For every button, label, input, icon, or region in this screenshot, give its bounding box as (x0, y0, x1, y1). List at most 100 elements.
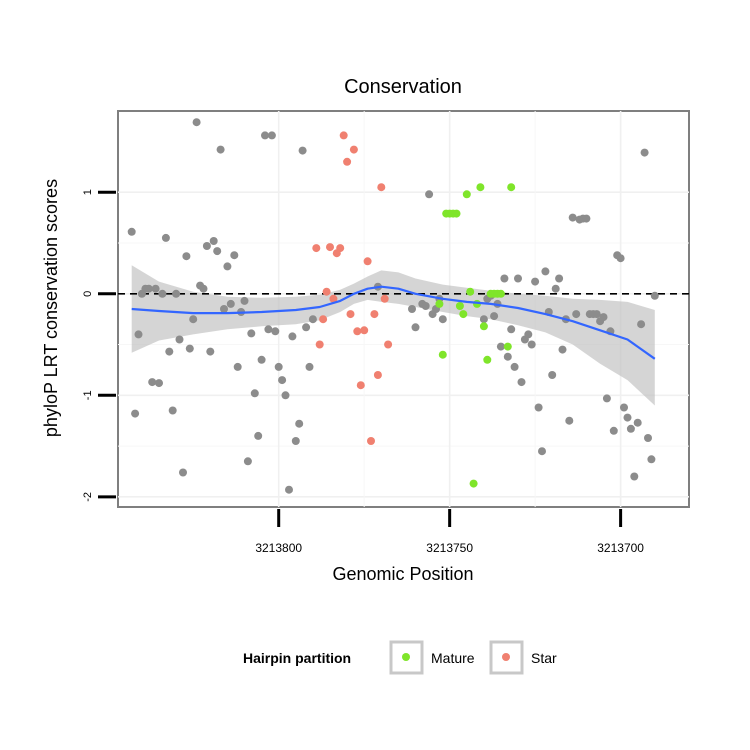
data-point-other (633, 418, 642, 427)
data-point-other (637, 320, 646, 329)
data-point-other (288, 332, 297, 341)
data-point-mature (496, 289, 505, 298)
data-point-mature (462, 190, 471, 199)
x-axis-label: Genomic Position (332, 564, 473, 584)
x-tick-label: 3213800 (255, 541, 302, 555)
data-point-other (640, 148, 649, 157)
data-point-other (582, 214, 591, 223)
data-point-star (322, 287, 331, 296)
data-point-other (572, 310, 581, 319)
legend: Hairpin partition Mature Star (243, 640, 557, 675)
data-point-other (216, 145, 225, 154)
data-point-other (155, 379, 163, 388)
data-point-other (223, 262, 232, 271)
data-point-other (305, 362, 314, 371)
data-point-other (233, 362, 242, 371)
data-point-other (257, 355, 266, 364)
data-point-star (339, 131, 348, 140)
y-tick-label: 0 (82, 291, 94, 297)
data-point-other (479, 315, 488, 324)
data-point-other (295, 419, 304, 428)
data-point-other (517, 378, 526, 387)
data-point-mature (459, 310, 468, 319)
data-point-other (165, 347, 174, 356)
data-point-other (230, 251, 239, 260)
data-point-star (326, 243, 334, 252)
data-point-other (503, 352, 512, 361)
data-point-other (599, 313, 608, 322)
data-point-other (496, 342, 505, 351)
data-point-other (189, 315, 198, 324)
data-point-other (271, 327, 280, 336)
data-point-mature (503, 342, 512, 351)
data-point-other (220, 305, 228, 313)
legend-key-star (489, 640, 524, 675)
data-point-other (558, 345, 567, 354)
data-point-star (353, 327, 362, 336)
data-point-other (555, 274, 564, 283)
data-point-other (247, 329, 256, 338)
legend-label-mature: Mature (431, 650, 475, 666)
chart-title: Conservation (344, 76, 462, 98)
data-point-other (490, 312, 499, 321)
data-point-other (144, 284, 153, 293)
data-point-other (425, 190, 434, 199)
data-point-other (127, 227, 136, 236)
data-point-star (363, 257, 372, 266)
loess-smooth-line (131, 285, 656, 360)
data-point-other (182, 252, 191, 261)
data-point-other (131, 409, 140, 418)
data-point-other (185, 344, 194, 353)
data-point-other (538, 447, 546, 456)
data-point-other (206, 347, 215, 356)
y-tick-label: 1 (82, 189, 94, 195)
data-point-star (370, 310, 379, 319)
data-point-other (298, 146, 307, 155)
data-point-other (202, 242, 211, 250)
data-point-other (240, 296, 249, 305)
data-point-other (609, 426, 618, 435)
data-point-other (168, 406, 177, 415)
data-point-star (343, 157, 352, 166)
data-point-other (514, 274, 522, 283)
data-point-other (531, 277, 540, 286)
data-point-other (192, 118, 201, 127)
data-point-mature (438, 350, 447, 359)
data-point-mature (435, 299, 444, 308)
data-point-other (172, 289, 181, 298)
axes-layer: -2 -1 0 1 3213800 3213750 3213700 (82, 189, 644, 555)
data-point-other (278, 376, 287, 385)
data-point-other (250, 389, 259, 398)
data-point-other (541, 267, 550, 276)
data-point-star (315, 340, 324, 349)
points-layer (127, 118, 659, 494)
data-point-other (261, 131, 269, 140)
data-point-other (568, 213, 577, 222)
data-point-other (267, 131, 276, 140)
data-point-other (650, 291, 659, 300)
data-point-other (264, 325, 273, 334)
data-point-mature (466, 287, 475, 296)
legend-dot-star (502, 653, 510, 661)
data-point-other (243, 457, 252, 466)
data-point-other (254, 431, 263, 440)
data-point-star (319, 315, 328, 324)
data-point-other (411, 323, 420, 332)
data-point-mature (469, 479, 478, 488)
data-point-star (356, 381, 365, 390)
data-point-other (151, 284, 160, 293)
smooth-confidence-band (131, 265, 655, 406)
data-point-star (380, 294, 389, 303)
data-point-other (179, 468, 187, 477)
data-point-other (134, 330, 143, 339)
data-point-other (308, 315, 317, 324)
data-point-other (616, 254, 625, 263)
y-tick-label: -1 (82, 390, 94, 400)
data-point-other (291, 437, 300, 445)
data-point-mature (476, 183, 485, 192)
data-point-other (421, 302, 430, 310)
data-point-other (602, 394, 611, 403)
data-point-other (213, 247, 222, 256)
data-point-mature (507, 183, 516, 192)
data-point-other (620, 403, 628, 412)
